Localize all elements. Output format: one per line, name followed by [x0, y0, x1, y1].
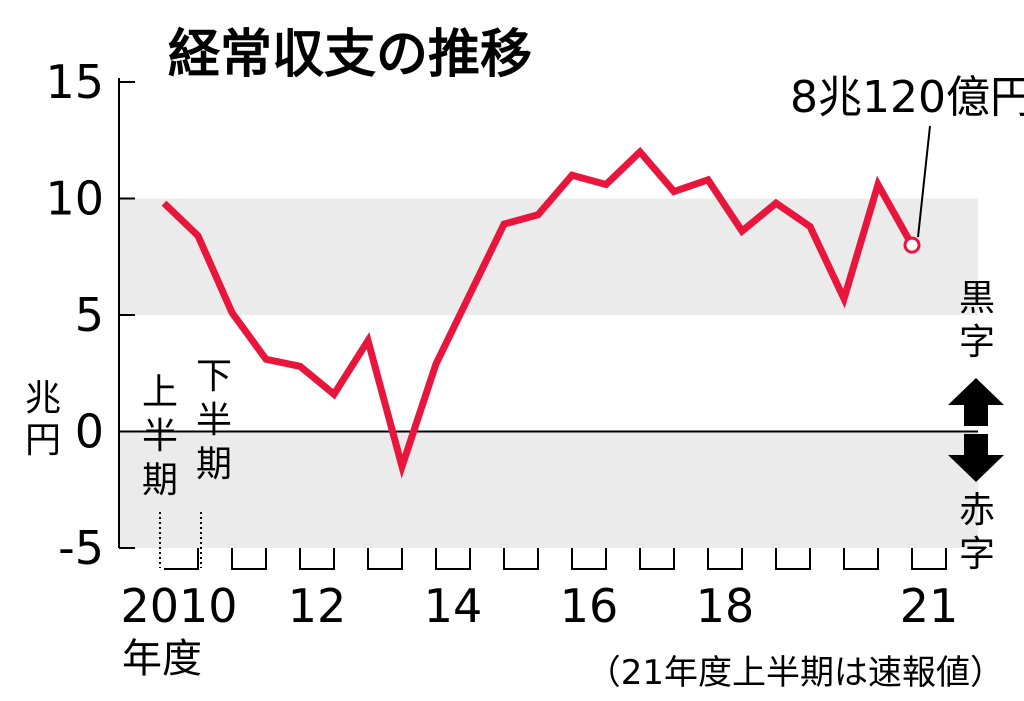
deficit-label-char: 赤 [959, 490, 995, 531]
year-bracket [436, 548, 470, 569]
footnote: （21年度上半期は速報値） [587, 653, 1004, 693]
half-label-char: 半 [142, 416, 178, 457]
year-bracket [572, 548, 606, 569]
unit-label-char: 兆 [25, 378, 61, 419]
x-tick-label: 12 [288, 579, 347, 633]
y-tick-label: -5 [58, 521, 104, 575]
last-data-point [905, 238, 919, 252]
half-label-char: 期 [196, 444, 232, 485]
shaded-band-1 [119, 432, 978, 549]
year-bracket [844, 548, 878, 569]
year-bracket [504, 548, 538, 569]
y-tick-labels: 15 10 5 0 -5 [45, 55, 104, 575]
year-bracket [232, 548, 266, 569]
shaded-band-0 [119, 199, 978, 316]
year-bracket [164, 548, 198, 569]
y-tick-label: 10 [45, 172, 104, 226]
up-arrow [948, 378, 1004, 426]
year-bracket [708, 548, 742, 569]
year-bracket [368, 548, 402, 569]
year-bracket [912, 548, 946, 569]
year-bracket [300, 548, 334, 569]
x-tick-labels: 2010 12 14 16 18 21 [120, 579, 958, 633]
y-tick-label: 0 [75, 405, 104, 459]
x-tick-label: 16 [560, 579, 619, 633]
half-label-char: 上 [142, 372, 178, 413]
y-tick-label: 15 [45, 55, 104, 109]
unit-label: 兆円 [25, 378, 61, 461]
surplus-label: 黒字 [959, 278, 995, 363]
x-tick-label: 2010 [120, 579, 237, 633]
surplus-label-char: 黒 [959, 278, 995, 319]
unit-label-char: 円 [25, 420, 61, 461]
half-label-char: 半 [196, 400, 232, 441]
year-bracket [776, 548, 810, 569]
chart-title: 経常収支の推移 [168, 25, 532, 85]
x-tick-label: 14 [424, 579, 483, 633]
x-tick-label: 18 [696, 579, 755, 633]
x-axis-title: 年度 [122, 636, 202, 682]
shaded-bands [119, 199, 978, 549]
surplus-label-char: 字 [959, 322, 995, 363]
x-tick-label: 21 [900, 579, 959, 633]
last-point-label: 8兆120億円 [790, 72, 1024, 123]
half-label-second: 下半期 [196, 356, 232, 485]
half-label-char: 下 [196, 356, 232, 397]
data-points [905, 238, 919, 252]
half-label-char: 期 [142, 460, 178, 501]
half-label-first: 上半期 [142, 372, 178, 501]
year-bracket [640, 548, 674, 569]
y-tick-label: 5 [75, 288, 104, 342]
deficit-label-char: 字 [959, 534, 995, 575]
